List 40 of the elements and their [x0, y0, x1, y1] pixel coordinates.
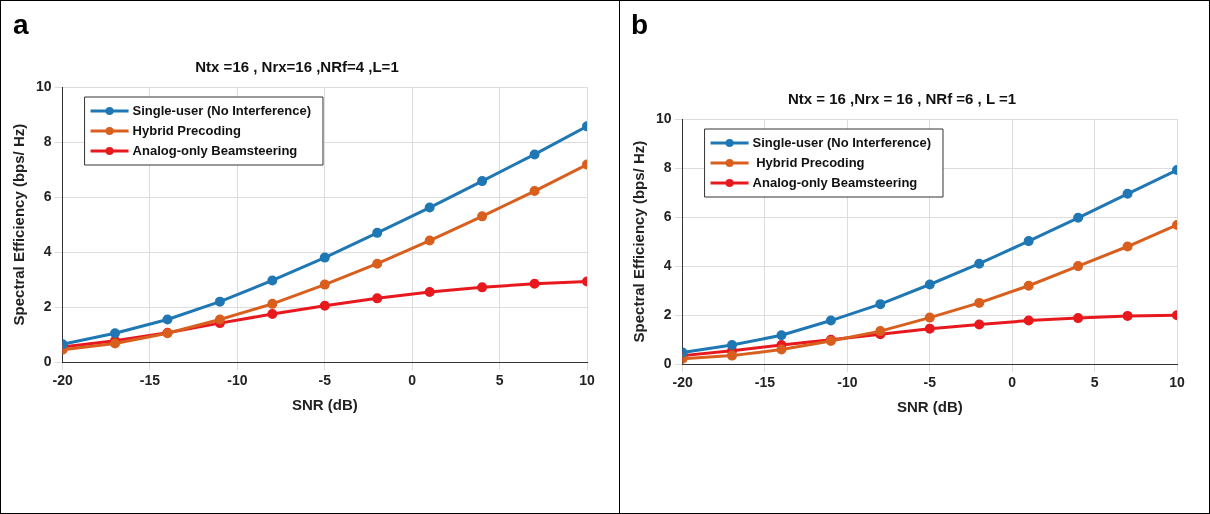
y-tick-label: 0 [663, 355, 672, 372]
y-tick-label: 6 [43, 187, 52, 204]
x-tick-label: -5 [318, 372, 332, 389]
x-tick-label: 10 [579, 372, 595, 389]
x-tick-label: -15 [139, 372, 161, 389]
legend-label: Analog-only Beamsteering [752, 174, 918, 190]
x-tick-label: 0 [408, 372, 417, 389]
x-tick-label: 5 [495, 372, 504, 389]
legend-label: Single-user (No Interference) [132, 102, 312, 118]
legend-label: Analog-only Beamsteering [132, 142, 298, 158]
legend-label: Hybrid Precoding [752, 154, 865, 170]
x-axis-title: SNR (dB) [896, 398, 963, 416]
x-tick-label: 5 [1090, 374, 1099, 391]
y-tick-label: 8 [663, 158, 672, 175]
x-tick-label: -10 [837, 374, 858, 391]
y-tick-label: 10 [35, 77, 52, 94]
y-tick-label: 2 [43, 298, 52, 315]
x-axis-title: SNR (dB) [291, 396, 358, 414]
x-tick-label: -20 [52, 372, 73, 389]
y-tick-label: 6 [663, 207, 672, 224]
y-tick-label: 8 [43, 132, 52, 149]
y-tick-label: 4 [663, 256, 672, 273]
x-tick-label: 10 [1169, 374, 1185, 391]
chart-title: Ntx =16 , Nrx=16 ,NRf=4 ,L=1 [195, 58, 399, 76]
y-tick-label: 2 [663, 306, 672, 323]
legend-label: Single-user (No Interference) [752, 134, 932, 150]
y-axis-title: Spectral Efficiency (bps/ Hz) [630, 140, 648, 343]
x-tick-label: 0 [1008, 374, 1017, 391]
y-axis-title: Spectral Efficiency (bps/ Hz) [10, 123, 28, 326]
legend-label: Hybrid Precoding [132, 122, 241, 138]
y-tick-label: 0 [43, 353, 52, 370]
y-tick-label: 4 [43, 242, 52, 259]
y-tick-label: 10 [655, 109, 672, 126]
chart-title: Ntx = 16 ,Nrx = 16 , NRf =6 , L =1 [787, 90, 1017, 108]
x-tick-label: -20 [672, 374, 693, 391]
x-tick-label: -5 [923, 374, 937, 391]
text: a [13, 9, 29, 41]
text: b [631, 9, 649, 41]
x-tick-label: -10 [227, 372, 248, 389]
x-tick-label: -15 [754, 374, 776, 391]
